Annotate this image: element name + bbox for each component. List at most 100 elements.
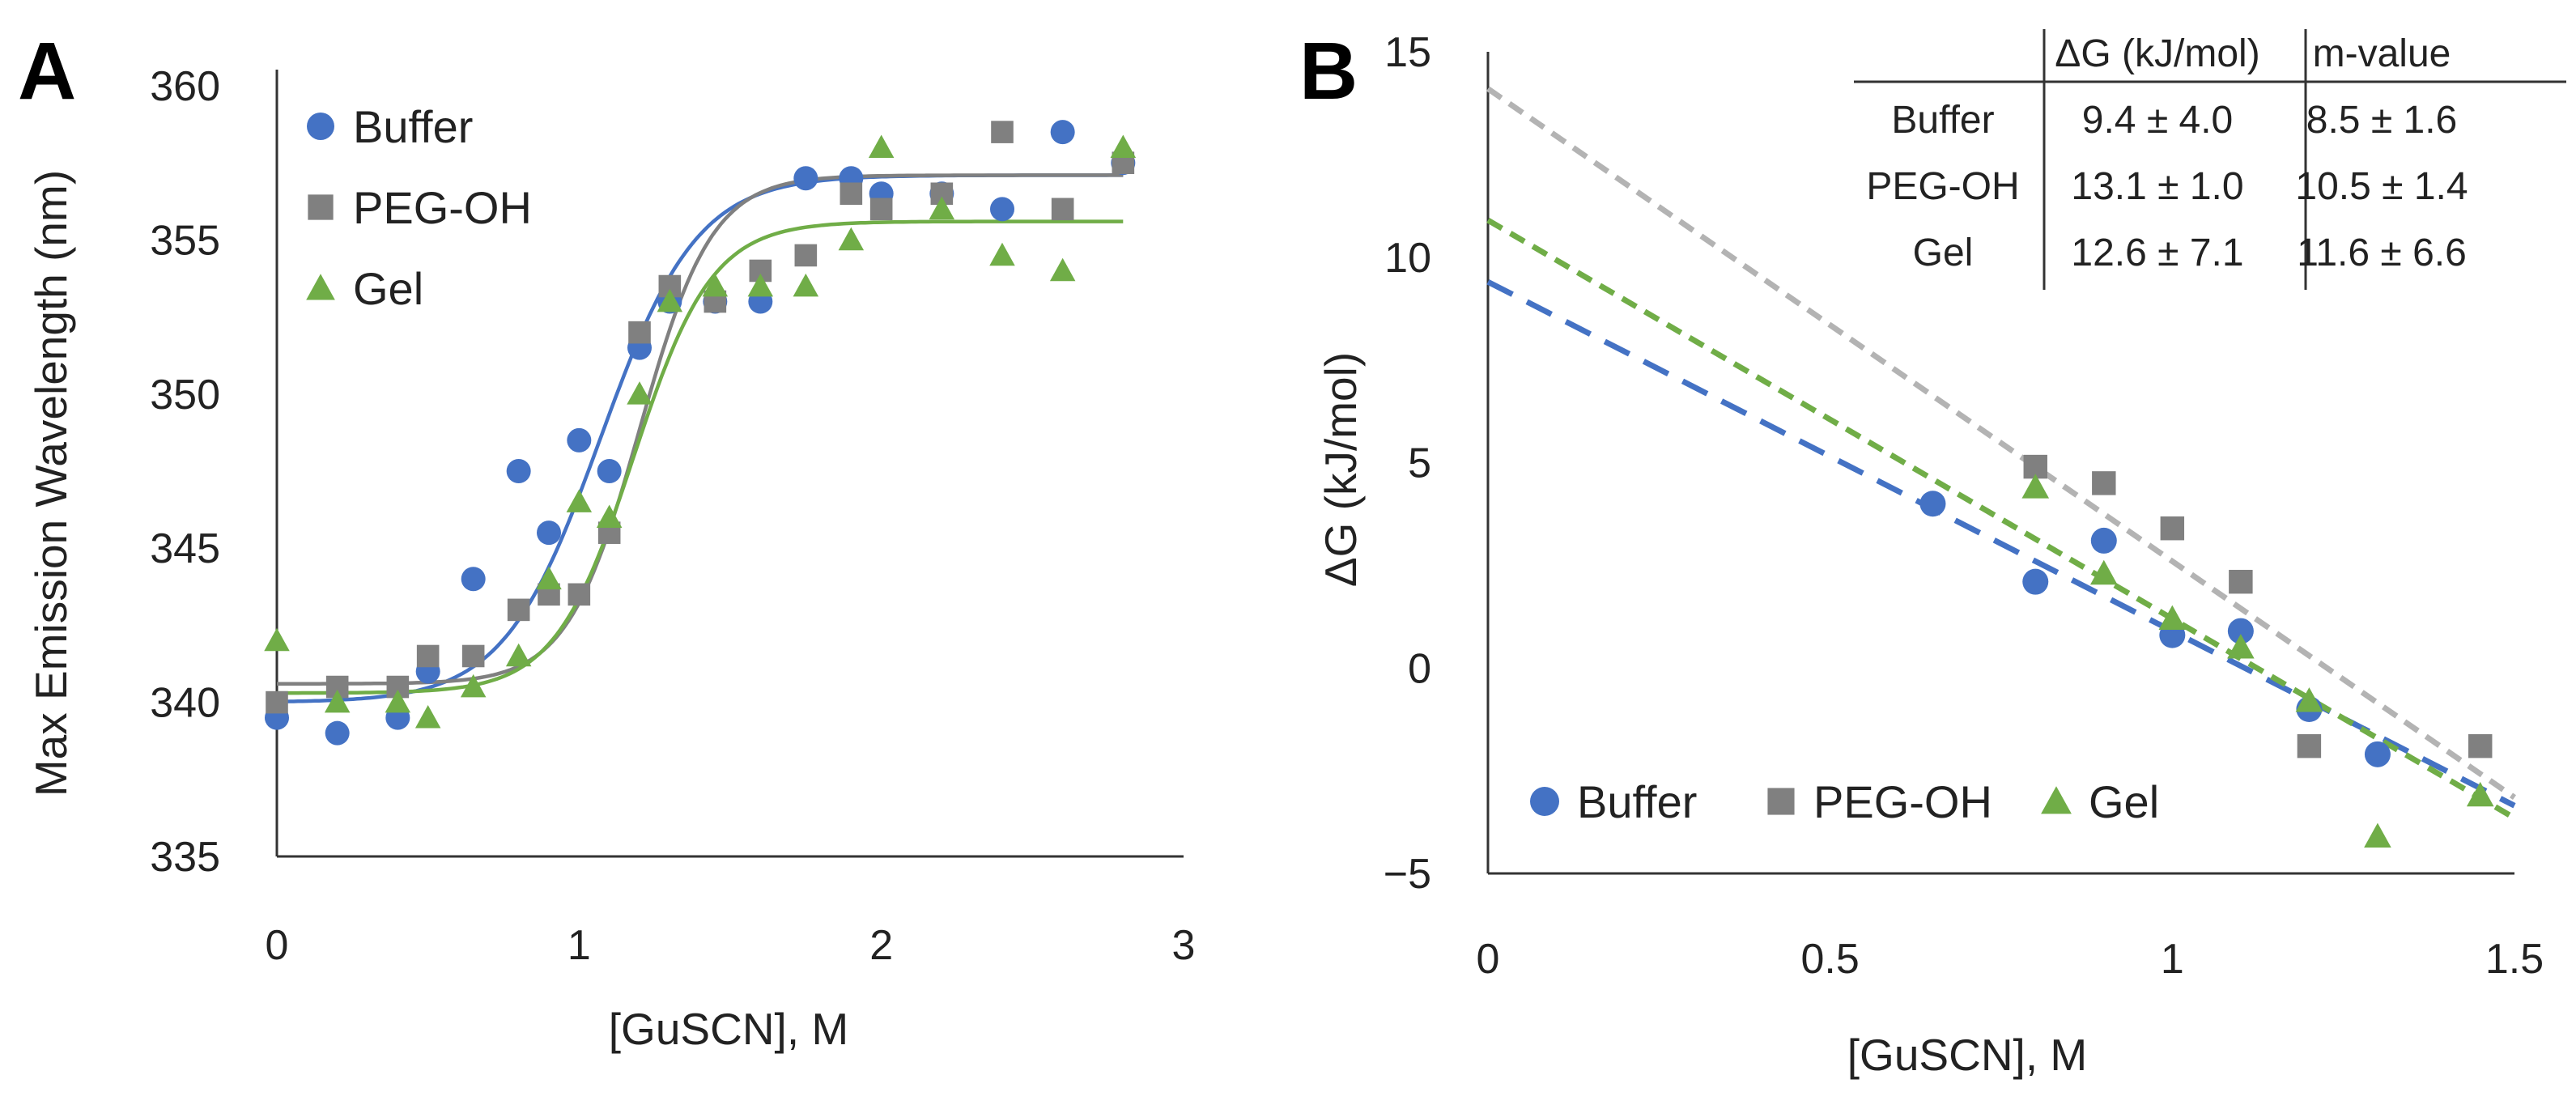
panel-a-x-axis-label: [GuSCN], M — [609, 1004, 848, 1054]
peg_oh-point — [2297, 733, 2322, 758]
y-tick-label: 345 — [150, 525, 220, 572]
table-cell: Gel — [1913, 232, 1974, 274]
peg_oh-point — [461, 644, 485, 668]
panel-a: A 0 1 2 3 335 340 345 350 355 360 [GuSCN], M Max … — [18, 26, 1195, 1054]
x-tick-label: 0.5 — [1801, 936, 1860, 983]
peg_oh-point — [2468, 733, 2493, 758]
gel-point — [460, 673, 487, 698]
gel-point — [1049, 257, 1076, 282]
panel-a-y-axis-label: Max Emission Wavelength (nm) — [26, 170, 76, 797]
gel-point — [2090, 559, 2118, 585]
y-tick-label: 355 — [150, 217, 220, 264]
gel-point — [868, 134, 895, 158]
panel-b-legend: Buffer PEG-OH Gel — [1530, 776, 2159, 827]
peg_oh-fit-curve — [277, 173, 1124, 686]
gel-point — [702, 273, 729, 297]
panel-b: B 0 0.5 1 1.5 −5 0 5 10 15 [GuSCN], M ΔG (kJ/mol… — [1299, 26, 2566, 1080]
buffer-point — [793, 166, 818, 191]
buffer-legend-marker — [1530, 787, 1559, 816]
gel-point — [2158, 605, 2187, 631]
y-tick-label: 15 — [1384, 29, 1431, 76]
x-tick-label: 3 — [1172, 922, 1196, 969]
gel-legend-marker — [306, 274, 335, 300]
gel-point — [264, 627, 290, 652]
peg_oh-point — [840, 182, 863, 206]
gel-point — [414, 704, 441, 729]
gel-point — [536, 566, 562, 590]
y-tick-label: 360 — [150, 63, 220, 110]
peg_oh-point — [628, 321, 651, 344]
peg_oh-point — [2229, 569, 2253, 594]
panel-a-fit-curves — [276, 173, 1124, 704]
peg_oh-point — [1051, 198, 1074, 221]
peg_oh-point — [266, 690, 288, 714]
legend-label: Gel — [2089, 776, 2159, 827]
gel-fit-line — [1486, 218, 2516, 821]
gel-point — [2364, 822, 2391, 848]
gel-legend-marker — [2041, 786, 2072, 814]
panel-b-tick-labels: 0 0.5 1 1.5 −5 0 5 10 15 — [1384, 29, 2544, 983]
table-cell: 8.5 ± 1.6 — [2306, 99, 2457, 142]
gel-point — [2466, 781, 2494, 807]
x-tick-label: 1 — [567, 922, 591, 969]
buffer-fit-line — [1486, 279, 2516, 809]
panel-b-axes — [1486, 52, 2514, 875]
peg_oh-point — [869, 198, 893, 221]
panel-a-data-points — [264, 120, 1137, 746]
buffer-point — [2090, 527, 2117, 554]
table-cell: 13.1 ± 1.0 — [2071, 165, 2243, 208]
gel-point — [1110, 134, 1137, 158]
table-cell: 10.5 ± 1.4 — [2295, 165, 2468, 208]
gel-point — [2227, 634, 2255, 659]
peg_oh-point — [507, 598, 530, 622]
y-tick-label: −5 — [1384, 851, 1431, 898]
gel-point — [2295, 687, 2323, 712]
gel-point — [324, 689, 351, 713]
buffer-point — [2364, 741, 2391, 767]
buffer-point — [1050, 120, 1075, 145]
legend-label: Buffer — [1577, 776, 1697, 827]
legend-label: Gel — [353, 263, 423, 314]
table-cell: 9.4 ± 4.0 — [2082, 99, 2233, 142]
peg_oh-point — [2092, 471, 2116, 495]
panel-b-data-points — [1919, 454, 2494, 848]
gel-point — [566, 489, 593, 512]
buffer-point — [537, 521, 561, 546]
panel-b-label: B — [1299, 26, 1358, 117]
panel-b-x-axis-label: [GuSCN], M — [1847, 1030, 2087, 1080]
buffer-point — [597, 459, 622, 483]
table-cell: 12.6 ± 7.1 — [2071, 232, 2243, 274]
peg_oh-point — [567, 583, 591, 606]
table-cell: PEG-OH — [1866, 165, 2019, 208]
x-tick-label: 2 — [869, 922, 893, 969]
x-tick-label: 0 — [266, 922, 289, 969]
gel-point — [2021, 474, 2050, 499]
gel-point — [505, 643, 532, 667]
gel-point — [989, 242, 1015, 266]
gel-point — [838, 227, 865, 251]
gel-point — [627, 381, 653, 405]
buffer-point — [325, 720, 350, 746]
legend-label: PEG-OH — [353, 182, 532, 233]
peg_oh-fit-line — [1486, 86, 2516, 800]
peg_oh-point — [416, 644, 440, 668]
x-tick-label: 0 — [1477, 936, 1500, 983]
table-cell: 11.6 ± 6.6 — [2297, 232, 2467, 274]
gel-point — [793, 273, 819, 297]
peg_oh-point — [2160, 516, 2185, 541]
parameter-table: ΔG (kJ/mol) m-value Buffer 9.4 ± 4.0 8.5 ± 1… — [1854, 29, 2566, 290]
buffer-point — [461, 567, 486, 592]
y-tick-label: 340 — [150, 680, 220, 727]
x-tick-label: 1.5 — [2485, 936, 2544, 983]
gel-fit-curve — [277, 219, 1124, 695]
buffer-point — [506, 459, 531, 483]
gel-point — [747, 273, 774, 297]
buffer-point — [2227, 618, 2254, 644]
gel-point — [596, 504, 623, 528]
peg_oh-point — [794, 244, 818, 267]
panel-b-fit-lines — [1486, 86, 2516, 821]
gel-point — [929, 196, 955, 220]
panel-b-y-axis-label: ΔG (kJ/mol) — [1316, 352, 1366, 587]
panel-a-legend: Buffer PEG-OH Gel — [306, 101, 532, 314]
buffer-point — [990, 197, 1014, 222]
